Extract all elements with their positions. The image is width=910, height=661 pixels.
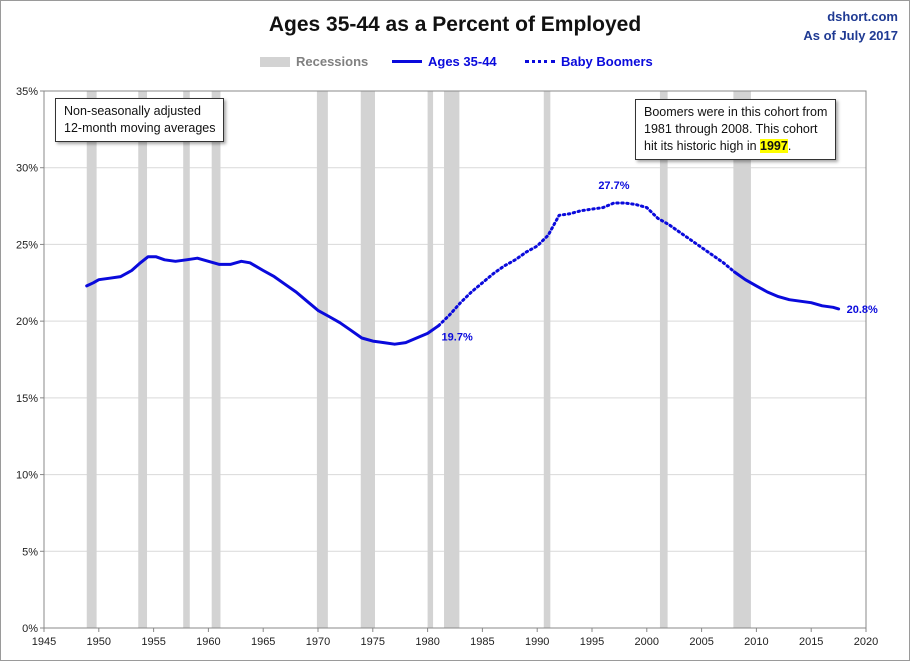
- series-line-0: [85, 255, 441, 346]
- y-tick-label-7: 35%: [16, 86, 38, 98]
- x-tick-label-15: 2020: [854, 636, 878, 648]
- legend-swatch-dotted: [525, 60, 555, 63]
- x-tick-label-4: 1965: [251, 636, 275, 648]
- recession-band-4: [316, 91, 328, 628]
- recession-band-3: [211, 91, 221, 628]
- data-label-2: 20.8%: [847, 304, 878, 316]
- recession-band-2: [183, 91, 190, 628]
- x-tick-label-1: 1950: [87, 636, 111, 648]
- x-tick-label-6: 1975: [361, 636, 385, 648]
- note-right-line1: Boomers were in this cohort from: [644, 105, 828, 119]
- legend-label-ages-35-44: Ages 35-44: [428, 54, 497, 69]
- note-seasonal-adjustment: Non-seasonally adjusted 12-month moving …: [55, 98, 225, 142]
- chart-legend: Recessions Ages 35-44 Baby Boomers: [0, 54, 910, 72]
- data-label-1: 27.7%: [598, 180, 629, 192]
- recession-band-10: [733, 91, 751, 628]
- x-tick-label-3: 1960: [196, 636, 220, 648]
- series-line-1: [437, 201, 736, 328]
- series-line-2: [733, 270, 841, 311]
- recession-band-9: [659, 91, 668, 628]
- recession-band-5: [360, 91, 375, 628]
- legend-label-recessions: Recessions: [296, 54, 369, 69]
- note-right-line2: 1981 through 2008. This cohort: [644, 122, 818, 136]
- y-tick-label-3: 15%: [16, 393, 38, 405]
- note-left-line2: 12-month moving averages: [64, 121, 216, 135]
- x-tick-label-8: 1985: [470, 636, 494, 648]
- legend-label-baby-boomers: Baby Boomers: [561, 54, 653, 69]
- x-tick-label-11: 2000: [635, 636, 659, 648]
- recession-band-0: [86, 91, 97, 628]
- note-right-line3-pre: hit its historic high in: [644, 139, 761, 153]
- x-tick-label-7: 1980: [415, 636, 439, 648]
- y-tick-label-1: 5%: [22, 546, 38, 558]
- legend-item-ages-35-44: Ages 35-44: [392, 54, 497, 69]
- source-label: dshort.com As of July 2017: [803, 7, 898, 45]
- x-tick-label-0: 1945: [32, 636, 56, 648]
- x-tick-label-12: 2005: [689, 636, 713, 648]
- source-date: As of July 2017: [803, 28, 898, 43]
- y-tick-label-6: 30%: [16, 163, 38, 175]
- y-tick-label-4: 20%: [16, 316, 38, 328]
- recession-band-1: [138, 91, 148, 628]
- x-tick-label-9: 1990: [525, 636, 549, 648]
- note-right-line3-post: .: [787, 139, 792, 153]
- plot-border: [43, 90, 867, 629]
- recession-band-7: [444, 91, 460, 628]
- x-tick-label-13: 2010: [744, 636, 768, 648]
- chart-title: Ages 35-44 as a Percent of Employed: [268, 13, 642, 36]
- y-tick-label-0: 0%: [22, 623, 38, 635]
- note-right-line3: hit its historic high in 1997.: [644, 138, 827, 155]
- x-tick-label-5: 1970: [306, 636, 330, 648]
- x-tick-label-10: 1995: [580, 636, 604, 648]
- legend-item-baby-boomers: Baby Boomers: [525, 54, 653, 69]
- legend-swatch-solid: [392, 60, 422, 63]
- x-tick-label-2: 1955: [141, 636, 165, 648]
- legend-swatch-recessions: [260, 56, 290, 67]
- note-left-line1: Non-seasonally adjusted: [64, 104, 201, 118]
- y-tick-label-5: 25%: [16, 239, 38, 251]
- recession-band-6: [427, 91, 434, 628]
- y-tick-label-2: 10%: [16, 470, 38, 482]
- note-highlight-year: 1997: [760, 139, 788, 153]
- note-boomers-cohort: Boomers were in this cohort from 1981 th…: [635, 99, 837, 160]
- legend-item-recessions: Recessions: [260, 54, 368, 69]
- recession-band-8: [543, 91, 551, 628]
- x-tick-label-14: 2015: [799, 636, 823, 648]
- source-site: dshort.com: [827, 9, 898, 24]
- data-label-0: 19.7%: [442, 332, 473, 344]
